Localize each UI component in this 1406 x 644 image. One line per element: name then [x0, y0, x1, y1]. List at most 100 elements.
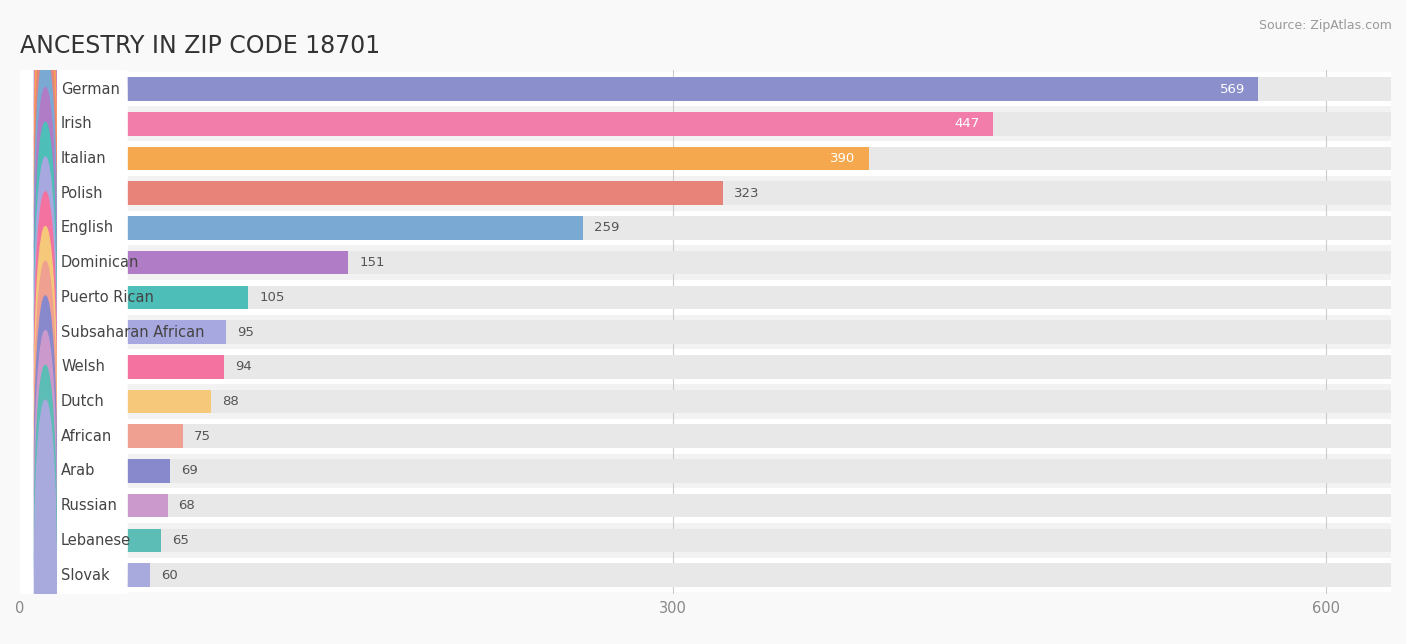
Bar: [20, 390, 211, 413]
Circle shape: [34, 330, 56, 644]
FancyBboxPatch shape: [17, 254, 128, 410]
Text: Slovak: Slovak: [60, 567, 110, 583]
Bar: [20, 564, 1391, 587]
Circle shape: [34, 122, 56, 472]
Bar: [20, 494, 167, 518]
Circle shape: [34, 53, 56, 403]
Bar: [20, 355, 225, 379]
Text: Italian: Italian: [60, 151, 107, 166]
Text: Source: ZipAtlas.com: Source: ZipAtlas.com: [1258, 19, 1392, 32]
Bar: [20, 384, 1391, 419]
Bar: [20, 355, 1391, 379]
Text: Subsaharan African: Subsaharan African: [60, 325, 204, 339]
Text: 69: 69: [181, 464, 197, 477]
Bar: [20, 71, 1391, 106]
Text: German: German: [60, 82, 120, 97]
Bar: [20, 176, 1391, 211]
Bar: [20, 280, 1391, 315]
Bar: [20, 216, 583, 240]
Bar: [20, 251, 349, 274]
Text: 65: 65: [172, 534, 188, 547]
Text: 569: 569: [1220, 82, 1246, 95]
Text: 323: 323: [734, 187, 759, 200]
Text: 75: 75: [194, 430, 211, 442]
Bar: [20, 285, 1391, 309]
Circle shape: [34, 192, 56, 542]
Text: 151: 151: [360, 256, 385, 269]
Circle shape: [34, 296, 56, 644]
Circle shape: [34, 157, 56, 507]
FancyBboxPatch shape: [17, 80, 128, 236]
Bar: [20, 141, 1391, 176]
Text: Welsh: Welsh: [60, 359, 105, 374]
Bar: [20, 182, 1391, 205]
Bar: [20, 424, 1391, 448]
Bar: [20, 494, 1391, 518]
Circle shape: [34, 227, 56, 576]
Bar: [20, 424, 183, 448]
Bar: [20, 453, 1391, 488]
Text: ANCESTRY IN ZIP CODE 18701: ANCESTRY IN ZIP CODE 18701: [20, 34, 380, 59]
FancyBboxPatch shape: [17, 150, 128, 306]
Bar: [20, 112, 993, 136]
Bar: [20, 245, 1391, 280]
Bar: [20, 147, 1391, 170]
Bar: [20, 523, 1391, 558]
FancyBboxPatch shape: [17, 46, 128, 202]
FancyBboxPatch shape: [17, 115, 128, 271]
Text: 447: 447: [955, 117, 980, 130]
FancyBboxPatch shape: [17, 185, 128, 341]
Bar: [20, 251, 1391, 274]
Bar: [20, 320, 226, 344]
FancyBboxPatch shape: [17, 393, 128, 549]
Bar: [20, 285, 249, 309]
Bar: [20, 315, 1391, 350]
Text: 94: 94: [235, 360, 252, 374]
Bar: [20, 147, 869, 170]
Text: 88: 88: [222, 395, 239, 408]
FancyBboxPatch shape: [17, 497, 128, 644]
Text: Dominican: Dominican: [60, 255, 139, 270]
Text: 259: 259: [595, 222, 620, 234]
Bar: [20, 350, 1391, 384]
FancyBboxPatch shape: [17, 462, 128, 618]
Text: Dutch: Dutch: [60, 394, 105, 409]
Bar: [20, 182, 723, 205]
Bar: [20, 564, 150, 587]
Bar: [20, 529, 1391, 552]
Circle shape: [34, 0, 56, 299]
Text: Polish: Polish: [60, 185, 104, 201]
Bar: [20, 459, 1391, 483]
Circle shape: [34, 0, 56, 264]
Text: 68: 68: [179, 499, 195, 512]
Text: Irish: Irish: [60, 117, 93, 131]
FancyBboxPatch shape: [17, 428, 128, 583]
Text: Arab: Arab: [60, 464, 96, 478]
Bar: [20, 77, 1391, 101]
Text: 60: 60: [162, 569, 179, 582]
Text: Russian: Russian: [60, 498, 118, 513]
Circle shape: [34, 88, 56, 438]
Text: English: English: [60, 220, 114, 236]
Text: 390: 390: [831, 152, 855, 165]
FancyBboxPatch shape: [17, 323, 128, 479]
FancyBboxPatch shape: [17, 11, 128, 167]
Bar: [20, 419, 1391, 453]
Text: 105: 105: [259, 291, 284, 304]
Text: African: African: [60, 429, 112, 444]
Text: 95: 95: [238, 326, 254, 339]
Circle shape: [34, 400, 56, 644]
FancyBboxPatch shape: [17, 289, 128, 445]
Circle shape: [34, 18, 56, 368]
Circle shape: [34, 365, 56, 644]
Bar: [20, 488, 1391, 523]
FancyBboxPatch shape: [17, 220, 128, 375]
Text: Lebanese: Lebanese: [60, 533, 131, 548]
Bar: [20, 106, 1391, 141]
Bar: [20, 558, 1391, 592]
FancyBboxPatch shape: [17, 358, 128, 514]
Bar: [20, 529, 162, 552]
Bar: [20, 216, 1391, 240]
Circle shape: [34, 0, 56, 334]
Bar: [20, 77, 1258, 101]
